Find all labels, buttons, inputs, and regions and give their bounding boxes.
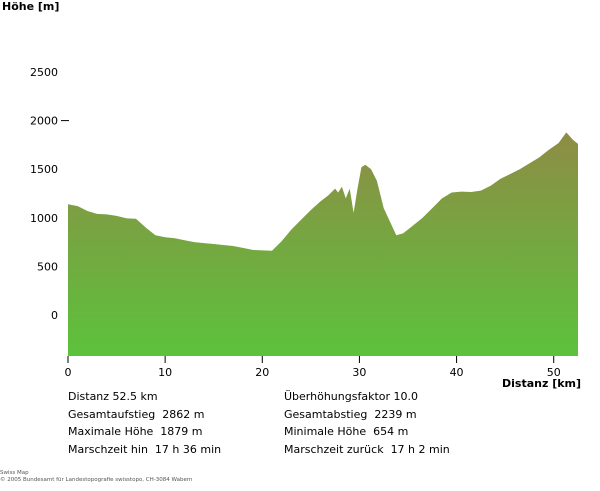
stat-max-height: Maximale Höhe 1879 m — [68, 425, 203, 438]
y-axis-ticks: 0 500 1000 1500 2000 2500 — [30, 66, 69, 322]
x-tick-label: 30 — [352, 366, 366, 379]
y-axis-title: Höhe [m] — [2, 0, 59, 13]
y-tick-label: 1500 — [30, 163, 58, 176]
stat-distance: Distanz 52.5 km — [68, 390, 158, 403]
y-tick-label: 0 — [51, 309, 58, 322]
stat-exaggeration-factor: Überhöhungsfaktor 10.0 — [284, 390, 418, 403]
footer-copyright: © 2005 Bundesamt für Landestopografie sw… — [0, 477, 193, 483]
x-tick-label: 0 — [65, 366, 72, 379]
stat-min-height: Minimale Höhe 654 m — [284, 425, 409, 438]
y-tick-label: 2000 — [30, 115, 58, 128]
y-tick-label: 500 — [37, 260, 58, 273]
x-tick-label: 40 — [450, 366, 464, 379]
y-tick-label: 2500 — [30, 66, 58, 79]
x-tick-label: 20 — [255, 366, 269, 379]
footer-map-label: Swiss Map — [0, 470, 29, 476]
stats-left-column: Distanz 52.5 km Gesamtaufstieg 2862 m Ma… — [68, 388, 221, 458]
x-tick-label: 10 — [158, 366, 172, 379]
stat-walking-time-out: Marschzeit hin 17 h 36 min — [68, 442, 222, 456]
stat-walking-time-back: Marschzeit zurück 17 h 2 min — [284, 442, 450, 456]
stats-right-column: Überhöhungsfaktor 10.0 Gesamtabstieg 223… — [284, 388, 450, 458]
x-axis-title: Distanz [km] — [502, 377, 581, 390]
y-tick-label: 1000 — [30, 212, 58, 225]
elevation-area — [68, 132, 578, 356]
stat-total-ascent: Gesamtaufstieg 2862 m — [68, 407, 205, 421]
x-axis-ticks: 0 10 20 30 40 50 — [65, 356, 561, 379]
stat-total-descent: Gesamtabstieg 2239 m — [284, 407, 417, 421]
x-tick-label: 50 — [547, 366, 561, 379]
